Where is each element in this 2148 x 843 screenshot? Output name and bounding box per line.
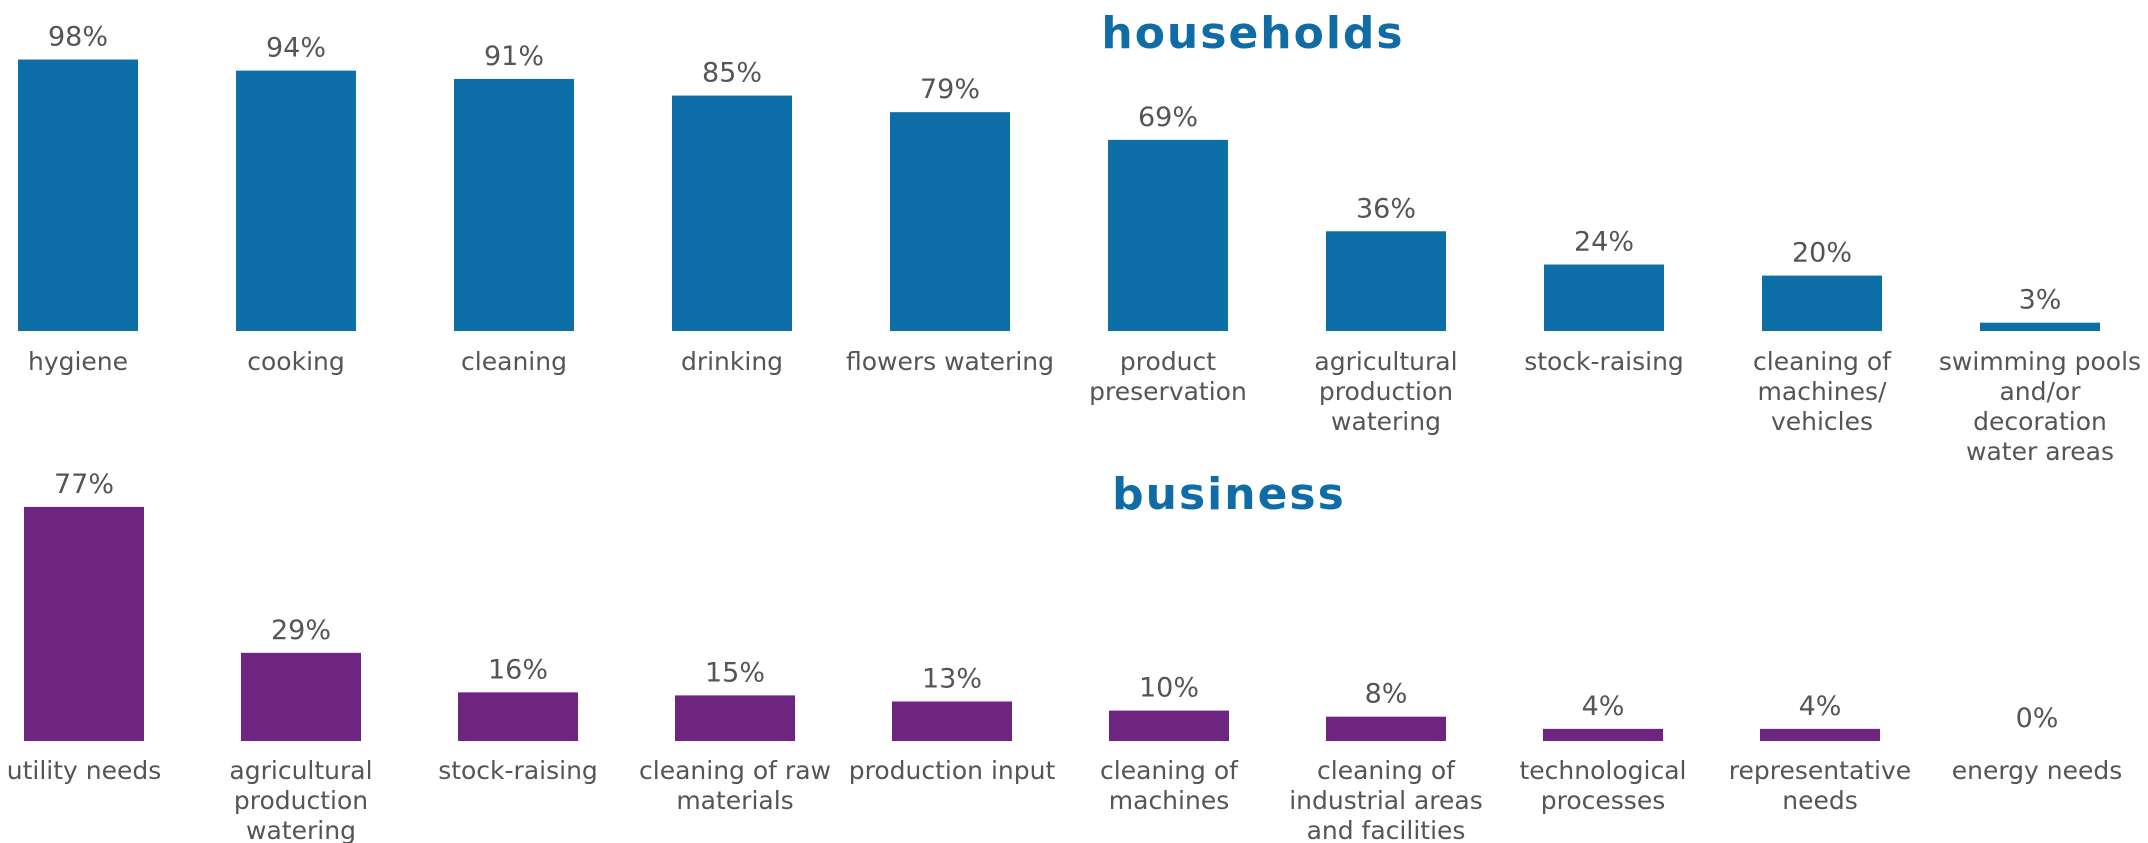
category-label: technological processes (1519, 756, 1687, 815)
bar (672, 95, 792, 331)
category-label: production input (848, 756, 1056, 785)
bar (1543, 728, 1663, 741)
category-label: agricultural production watering (229, 756, 373, 843)
value-label: 79% (920, 74, 980, 105)
category-label: product preservation (1089, 347, 1247, 406)
value-label: 8% (1365, 679, 1408, 710)
category-label: drinking (680, 347, 784, 376)
category-label: cleaning of machines/ vehicles (1753, 347, 1891, 436)
category-label: cleaning of industrial areas and facilit… (1289, 756, 1483, 843)
chart-title: business (1112, 469, 1346, 520)
value-label: 15% (705, 657, 765, 688)
category-label: stock-raising (1524, 347, 1684, 376)
category-label: flowers watering (845, 347, 1054, 376)
category-label: utility needs (6, 756, 162, 785)
bar (892, 701, 1012, 741)
category-label: swimming pools and/or decoration water a… (1938, 347, 2142, 466)
category-label: agricultural production watering (1314, 347, 1458, 436)
value-label: 10% (1139, 673, 1199, 704)
value-label: 85% (702, 58, 762, 89)
value-label: 20% (1792, 238, 1852, 269)
bar (1980, 322, 2100, 331)
value-label: 98% (48, 22, 108, 53)
bar (1108, 139, 1228, 331)
value-label: 69% (1138, 102, 1198, 133)
bar (1544, 264, 1664, 331)
bar (675, 695, 795, 741)
bar (458, 692, 578, 741)
bar (1762, 275, 1882, 331)
value-label: 4% (1582, 691, 1625, 722)
category-label: stock-raising (438, 756, 598, 785)
bar (1326, 716, 1446, 741)
value-label: 29% (271, 615, 331, 646)
bar (1326, 231, 1446, 331)
bar (24, 506, 144, 741)
value-label: 0% (2016, 703, 2059, 734)
category-label: cooking (247, 347, 345, 376)
value-label: 77% (54, 469, 114, 500)
chart-title: households (1101, 8, 1404, 59)
value-label: 16% (488, 654, 548, 685)
bar (890, 112, 1010, 331)
value-label: 91% (484, 41, 544, 72)
category-label: representative needs (1728, 756, 1912, 815)
category-label: cleaning of raw materials (639, 756, 831, 815)
value-label: 3% (2019, 285, 2062, 316)
value-label: 13% (922, 663, 982, 694)
bar (236, 70, 356, 332)
bar (18, 59, 138, 331)
bar (454, 78, 574, 332)
category-label: cleaning of machines (1100, 756, 1238, 815)
value-label: 4% (1799, 691, 1842, 722)
value-label: 36% (1356, 193, 1416, 224)
category-label: energy needs (1951, 756, 2123, 785)
value-label: 94% (266, 33, 326, 64)
category-label: cleaning (461, 347, 567, 376)
category-label: hygiene (27, 347, 129, 376)
bar (1760, 728, 1880, 741)
value-label: 24% (1574, 227, 1634, 258)
bar (1109, 710, 1229, 741)
bar (241, 652, 361, 741)
